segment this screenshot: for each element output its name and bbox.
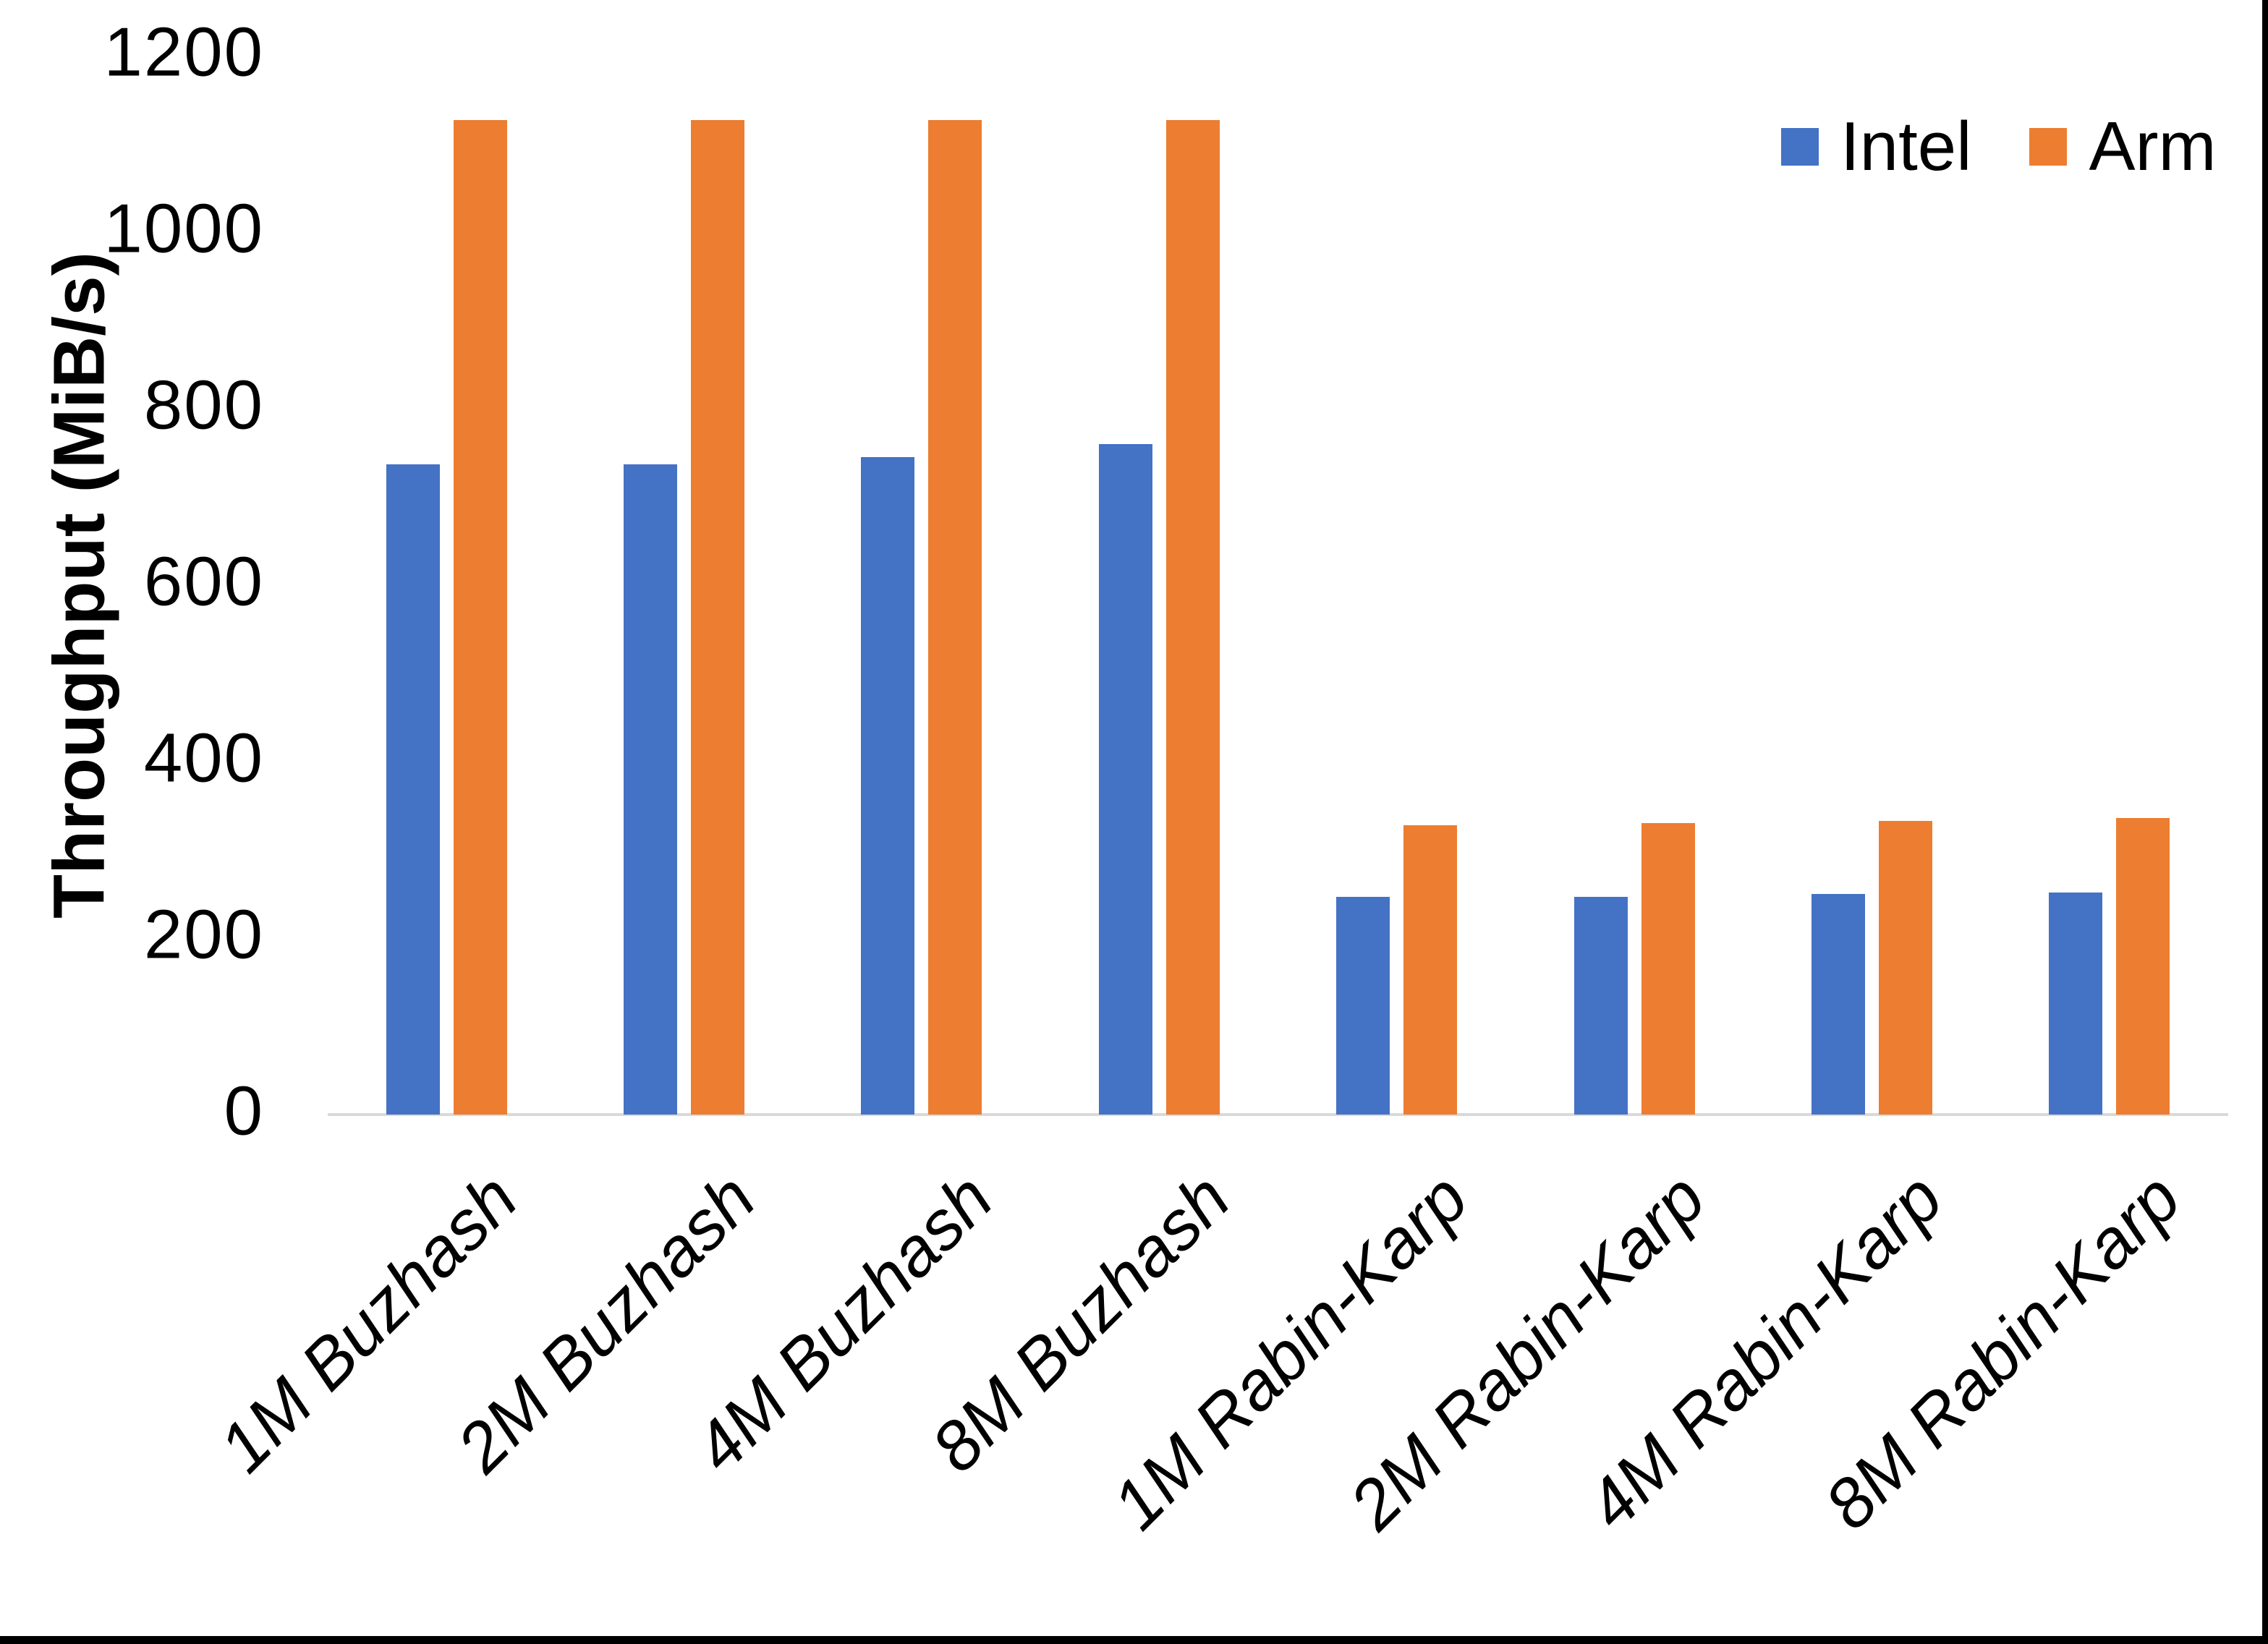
bar-intel-1m-rabin-karp bbox=[1336, 896, 1390, 1115]
bar-intel-1m-buzhash bbox=[386, 464, 440, 1115]
y-tick-label-0: 0 bbox=[224, 1072, 264, 1150]
legend: Intel Arm bbox=[1781, 112, 2216, 182]
y-tick-label-1000: 1000 bbox=[103, 189, 264, 268]
bar-intel-4m-buzhash bbox=[861, 457, 915, 1115]
bar-intel-4m-rabin-karp bbox=[1811, 894, 1865, 1115]
x-axis-line bbox=[328, 1113, 2228, 1116]
bar-arm-1m-rabin-karp bbox=[1403, 825, 1458, 1115]
plot-area bbox=[328, 56, 2228, 1116]
legend-label-intel: Intel bbox=[1840, 108, 1972, 185]
y-axis-title: Throughput (MiB/s) bbox=[38, 252, 120, 919]
legend-item-intel: Intel bbox=[1781, 112, 1971, 182]
bar-arm-4m-rabin-karp bbox=[1878, 820, 1932, 1115]
y-tick-label-200: 200 bbox=[143, 895, 264, 974]
bar-intel-2m-rabin-karp bbox=[1573, 896, 1628, 1115]
legend-item-arm: Arm bbox=[2029, 112, 2216, 182]
bar-intel-2m-buzhash bbox=[624, 464, 678, 1115]
bar-arm-1m-buzhash bbox=[453, 120, 507, 1115]
y-tick-label-600: 600 bbox=[143, 542, 264, 621]
bar-arm-4m-buzhash bbox=[928, 120, 982, 1115]
y-tick-label-1200: 1200 bbox=[103, 13, 264, 91]
bar-arm-2m-buzhash bbox=[691, 120, 745, 1115]
screenshot-bottom-border bbox=[0, 1636, 2268, 1644]
bar-arm-8m-rabin-karp bbox=[2116, 818, 2170, 1115]
legend-label-arm: Arm bbox=[2089, 108, 2217, 185]
y-tick-label-400: 400 bbox=[143, 719, 264, 797]
bar-intel-8m-rabin-karp bbox=[2049, 892, 2103, 1115]
bar-arm-2m-rabin-karp bbox=[1641, 823, 1695, 1115]
legend-swatch-arm bbox=[2029, 128, 2068, 166]
bar-arm-8m-buzhash bbox=[1165, 120, 1220, 1115]
y-tick-label-800: 800 bbox=[143, 366, 264, 444]
screenshot-right-border bbox=[2262, 0, 2268, 1644]
legend-swatch-intel bbox=[1781, 128, 1819, 166]
bar-intel-8m-buzhash bbox=[1098, 443, 1152, 1115]
y-axis-tick-labels: 0 200 400 600 800 1000 1200 bbox=[0, 0, 264, 1644]
